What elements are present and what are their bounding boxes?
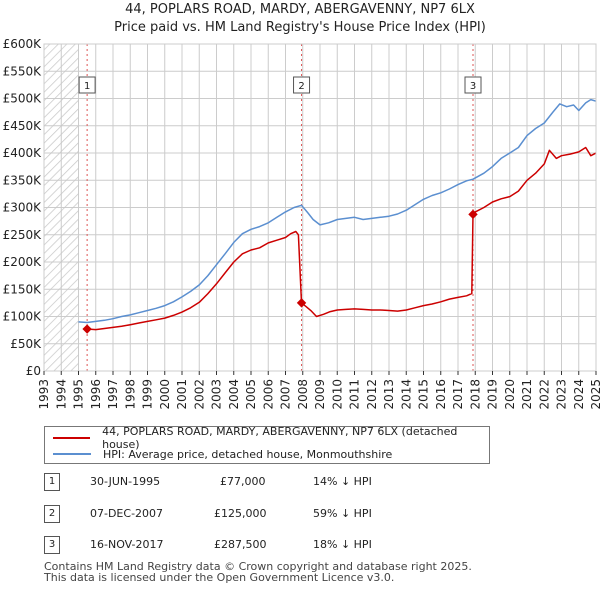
sale-points — [82, 209, 478, 334]
x-tick-label: 1993 — [37, 379, 51, 410]
legend-item-property: 44, POPLARS ROAD, MARDY, ABERGAVENNY, NP… — [53, 425, 489, 451]
hpi-line — [78, 98, 596, 324]
property-price-line — [87, 146, 596, 331]
sale-labels: 1 2 3 — [78, 76, 482, 94]
chart-title: 44, POPLARS ROAD, MARDY, ABERGAVENNY, NP… — [125, 2, 475, 17]
sale-point-3 — [468, 209, 478, 220]
x-tick-label: 1999 — [141, 379, 155, 410]
sale-badge-2 — [293, 76, 311, 94]
chart-subtitle: Price paid vs. HM Land Registry's House … — [114, 20, 486, 35]
transaction-row: 1 30-JUN-1995 £77,000 14% ↓ HPI — [0, 473, 600, 493]
y-tick-label: £400K — [3, 146, 43, 160]
x-tick-label: 2017 — [451, 379, 465, 410]
transaction-date: 07-DEC-2007 — [90, 507, 164, 520]
sale-badge-label-2: 2 — [298, 81, 304, 92]
footer-copyright: Contains HM Land Registry data © Crown c… — [44, 560, 472, 573]
y-tick-label: £450K — [3, 119, 43, 133]
y-tick-label: £300K — [3, 201, 43, 215]
y-tick-label: £200K — [3, 255, 43, 269]
y-axis: £0 £50K £100K £150K £200K £250K £300K £350K £400… — [3, 37, 43, 378]
sale-badge-1 — [78, 76, 96, 94]
x-tick-label: 2009 — [313, 379, 327, 410]
x-tick-label: 2002 — [192, 379, 206, 410]
legend: 44, POPLARS ROAD, MARDY, ABERGAVENNY, NP… — [44, 425, 490, 464]
y-tick-label: £0 — [26, 364, 41, 378]
grid — [43, 43, 597, 372]
x-tick-label: 2024 — [572, 379, 586, 410]
y-tick-label: £100K — [3, 310, 43, 324]
y-tick-label: £550K — [3, 64, 43, 78]
transaction-date: 30-JUN-1995 — [90, 475, 161, 488]
y-tick-label: £250K — [3, 228, 43, 242]
x-tick-label: 2010 — [330, 379, 344, 410]
transaction-hpi: 59% ↓ HPI — [313, 507, 372, 520]
y-tick-label: £150K — [3, 282, 43, 296]
x-tick-label: 2008 — [296, 379, 310, 410]
transaction-row: 3 16-NOV-2017 £287,500 18% ↓ HPI — [0, 536, 600, 556]
x-tick-label: 2016 — [434, 379, 448, 410]
x-tick-label: 2023 — [555, 379, 569, 410]
legend-label-property: 44, POPLARS ROAD, MARDY, ABERGAVENNY, NP… — [102, 425, 458, 451]
transaction-row: 2 07-DEC-2007 £125,000 59% ↓ HPI — [0, 505, 600, 525]
transaction-number: 2 — [44, 505, 60, 523]
y-tick-label: £50K — [10, 337, 42, 351]
x-tick-label: 1998 — [123, 379, 137, 410]
footer: Contains HM Land Registry data © Crown c… — [44, 561, 472, 583]
x-tick-label: 2015 — [417, 379, 431, 410]
x-tick-label: 2012 — [365, 379, 379, 410]
transaction-number: 1 — [44, 473, 60, 491]
x-axis: 1993 1994 1995 1996 1997 1998 1999 2000 2001 2002… — [37, 371, 600, 410]
x-tick-label: 2018 — [468, 379, 482, 410]
x-tick-label: 2003 — [210, 379, 224, 410]
legend-swatch-hpi — [53, 453, 91, 455]
x-tick-label: 2020 — [503, 379, 517, 410]
x-tick-label: 2019 — [486, 379, 500, 410]
transaction-price: £125,000 — [214, 507, 267, 520]
x-tick-label: 1995 — [72, 379, 86, 410]
sale-badge-label-1: 1 — [84, 81, 90, 92]
y-tick-label: £500K — [3, 92, 43, 106]
sale-badge-3 — [464, 76, 482, 94]
x-tick-label: 2022 — [537, 379, 551, 410]
x-tick-label: 2004 — [227, 379, 241, 410]
transaction-hpi: 18% ↓ HPI — [313, 538, 372, 551]
legend-label-hpi: HPI: Average price, detached house, Monm… — [103, 447, 393, 461]
x-tick-label: 2013 — [382, 379, 396, 410]
transaction-date: 16-NOV-2017 — [90, 538, 164, 551]
transaction-number: 3 — [44, 536, 60, 554]
x-tick-label: 2025 — [589, 379, 600, 410]
transaction-price: £77,000 — [220, 475, 266, 488]
price-chart: 44, POPLARS ROAD, MARDY, ABERGAVENNY, NP… — [3, 2, 600, 410]
transaction-price: £287,500 — [214, 538, 267, 551]
x-tick-label: 2000 — [158, 379, 172, 410]
sale-badge-label-3: 3 — [470, 81, 476, 92]
sale-point-1 — [82, 324, 92, 334]
pre-data-hatch — [44, 44, 79, 371]
x-tick-label: 2006 — [261, 379, 275, 410]
series-group — [78, 98, 596, 331]
y-tick-label: £600K — [3, 37, 43, 51]
legend-item-hpi: HPI: Average price, detached house, Monm… — [53, 446, 392, 462]
transaction-hpi: 14% ↓ HPI — [313, 475, 372, 488]
x-tick-label: 2011 — [348, 379, 362, 410]
legend-swatch-property — [53, 437, 91, 439]
x-tick-label: 2021 — [520, 379, 534, 410]
x-tick-label: 1994 — [54, 379, 68, 410]
x-tick-label: 2001 — [175, 379, 189, 410]
sale-point-2 — [296, 298, 307, 308]
footer-licence: This data is licensed under the Open Gov… — [44, 571, 395, 584]
x-tick-label: 1997 — [106, 379, 120, 410]
x-tick-label: 2007 — [279, 379, 293, 410]
x-tick-label: 1996 — [89, 379, 103, 410]
x-tick-label: 2005 — [244, 379, 258, 410]
y-tick-label: £350K — [3, 173, 43, 187]
x-tick-label: 2014 — [399, 379, 413, 410]
